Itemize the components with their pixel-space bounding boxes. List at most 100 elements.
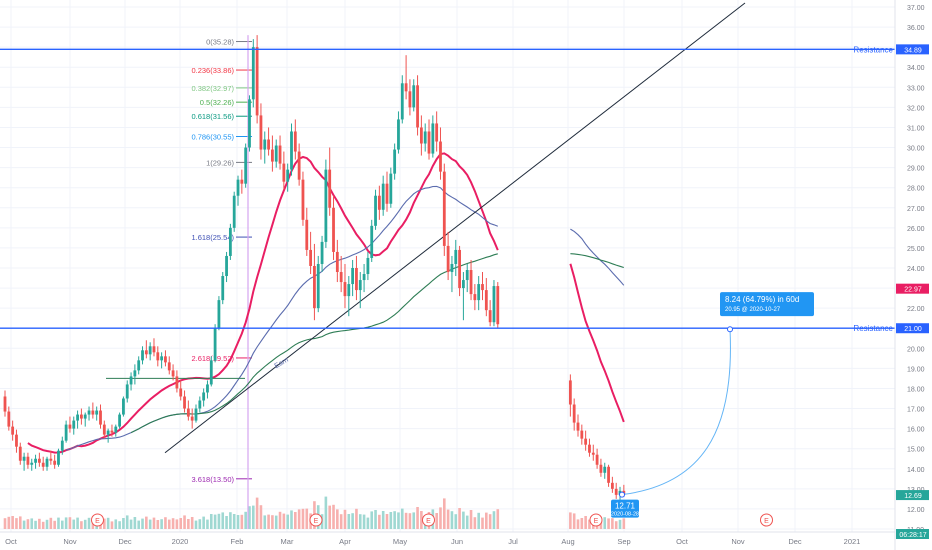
candle: [355, 255, 358, 301]
volume-bar: [362, 514, 366, 529]
candle-body: [213, 328, 217, 361]
candle-body: [412, 85, 416, 108]
volume-bar: [473, 517, 477, 529]
candle: [118, 412, 121, 429]
volume-bar: [26, 519, 30, 529]
volume-bar: [588, 519, 591, 529]
volume-bar: [572, 513, 576, 529]
candle-body: [244, 147, 248, 184]
candle: [431, 115, 435, 158]
volume-bar: [618, 519, 622, 529]
resistance-lines[interactable]: Resistance Resistance: [0, 45, 895, 333]
volume-bar: [443, 498, 446, 529]
volume-bar: [129, 519, 133, 529]
volume-bar: [240, 514, 244, 529]
projection-curve: [621, 329, 731, 496]
volume-bar: [267, 514, 270, 529]
time-tick-label: Jul: [508, 537, 518, 546]
candle-body: [431, 123, 435, 154]
candle: [599, 458, 603, 477]
time-axis[interactable]: Oct Nov Dec 2020 Feb Mar Apr May Jun Jul Aug Sep Oct…: [0, 531, 895, 546]
candle: [381, 175, 385, 216]
candle-body: [419, 127, 423, 144]
candle: [15, 429, 18, 453]
volume-bar: [496, 509, 500, 529]
candle: [462, 272, 465, 321]
time-tick-label: Jun: [451, 537, 463, 546]
candle: [588, 438, 591, 457]
volume-bar: [458, 508, 461, 529]
candle: [278, 135, 282, 170]
volume-bar: [49, 517, 53, 529]
volume-bar: [141, 518, 144, 529]
volume-bar: [324, 496, 328, 529]
volume-bar: [87, 517, 91, 529]
candle-body: [286, 169, 290, 182]
candle: [328, 147, 332, 216]
candle: [110, 424, 114, 437]
fibonacci-retracement[interactable]: 0(35.28) 0.236(33.86) 0.382(32.97) 0.5(32.2…: [191, 35, 252, 529]
candle-body: [167, 362, 171, 371]
price-tick-label: 22.00: [907, 306, 925, 313]
projection-info-box: [720, 292, 814, 317]
candle: [568, 374, 572, 417]
volume-bar: [152, 517, 156, 529]
volume-bar: [412, 512, 416, 529]
candle: [293, 119, 297, 160]
time-tick-label: Oct: [5, 537, 18, 546]
earnings-marker-label: E: [314, 518, 319, 525]
projection-info-sublabel: 20.95 @ 2020-10-27: [725, 307, 781, 313]
volume-bar: [271, 515, 274, 529]
candle: [53, 454, 57, 469]
candle: [106, 428, 110, 443]
volume-bar: [465, 515, 469, 529]
price-axis[interactable]: 37.0036.0035.0034.0033.0032.0031.0030.00…: [894, 0, 932, 550]
volume-bar: [145, 516, 148, 529]
price-tick-label: 24.00: [907, 266, 925, 273]
candle-body: [339, 272, 343, 283]
candle-body: [427, 131, 431, 154]
price-badge-label: 22.97: [904, 287, 922, 294]
candle-body: [190, 416, 194, 421]
candle-body: [400, 83, 404, 120]
candle: [232, 191, 236, 232]
candle: [389, 167, 393, 208]
candle: [190, 408, 194, 429]
time-tick-label: May: [393, 537, 407, 546]
time-tick-label: Mar: [281, 537, 294, 546]
candle-body: [206, 384, 209, 393]
price-badge: [896, 529, 929, 539]
candle: [72, 416, 76, 435]
candle-body: [423, 131, 427, 144]
candle-body: [137, 360, 141, 371]
candle: [91, 402, 95, 419]
volume-bar: [160, 519, 163, 529]
price-badge-label: 06:28:17: [899, 532, 926, 539]
volume-bar: [439, 507, 442, 529]
volume-bar: [179, 518, 183, 529]
candle-body: [102, 424, 106, 435]
volume-bar: [374, 510, 377, 529]
candle-body: [358, 280, 362, 291]
candlesticks: [3, 35, 626, 501]
candle: [213, 324, 217, 363]
volume-bar: [393, 511, 396, 529]
volume-bar: [64, 517, 68, 529]
volume-bar: [286, 514, 289, 529]
volume-bar: [217, 513, 221, 529]
time-tick-label: Sep: [617, 537, 630, 546]
candle: [580, 424, 584, 445]
earnings-marker: [589, 513, 603, 527]
candle: [80, 408, 83, 425]
time-tick-label: 2021: [844, 537, 861, 546]
fib-level-label: 0.786(30.55): [191, 132, 234, 141]
candle: [377, 185, 381, 220]
candle: [343, 263, 347, 309]
volume-bar: [294, 512, 297, 529]
projection-end-point: [727, 326, 733, 333]
candle-body: [332, 207, 335, 252]
candle-body: [576, 422, 580, 431]
